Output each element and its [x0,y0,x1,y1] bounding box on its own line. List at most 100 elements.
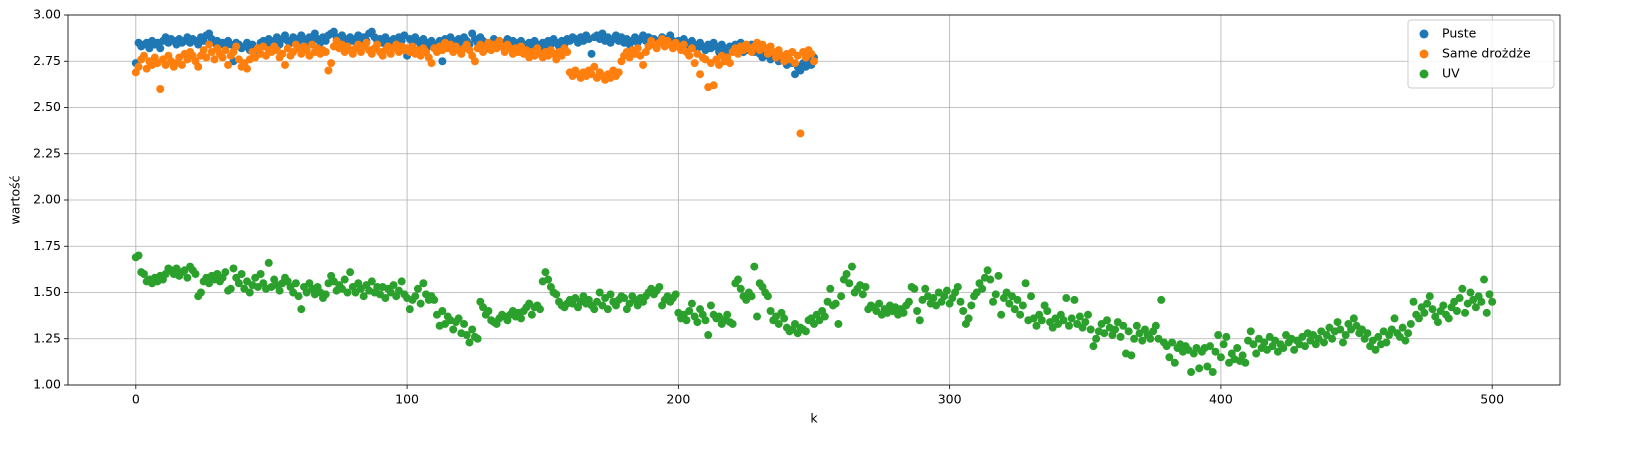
point [468,325,477,334]
x-tick-label: 100 [395,392,419,407]
point [1067,314,1076,323]
point [1132,321,1141,330]
point [1092,334,1101,343]
point [156,44,165,53]
point [462,331,471,340]
point [861,282,870,291]
point [1338,338,1347,347]
point [845,279,854,288]
point [590,62,599,71]
point [763,292,772,301]
point [278,49,287,58]
point [1037,316,1046,325]
point [1249,340,1258,349]
point [847,262,856,271]
point [614,68,623,77]
point [346,268,355,277]
x-tick-label: 500 [1480,392,1504,407]
point [1138,336,1147,345]
point [139,51,148,60]
point [1433,318,1442,327]
point [801,327,810,336]
point [1428,305,1437,314]
point [1246,327,1255,336]
point [1260,338,1269,347]
point [603,305,612,314]
point [1127,351,1136,360]
point [687,44,696,53]
point [291,279,300,288]
point [701,316,710,325]
point [1032,321,1041,330]
point [1328,334,1337,343]
point [1070,295,1079,304]
point [831,299,840,308]
point [294,292,303,301]
point [196,288,205,297]
point [563,48,572,56]
point [826,284,835,293]
point [552,290,561,299]
point [362,38,371,47]
point [470,57,479,66]
point [397,277,406,286]
point [1390,314,1399,323]
point [1374,332,1383,341]
point [1301,342,1310,351]
point [1279,344,1288,352]
point [750,262,759,271]
point [544,275,553,284]
point [1319,338,1328,347]
point [1214,331,1223,340]
point [191,270,200,278]
point [1086,325,1095,334]
y-tick-label: 1.25 [33,330,61,345]
point [929,294,938,303]
point [1195,364,1204,373]
point [978,284,987,293]
point [704,331,713,340]
point [910,284,919,293]
point [1477,297,1486,306]
point [527,310,536,319]
point [728,319,737,328]
point [687,299,696,308]
point [753,312,762,321]
point [1170,358,1179,367]
point [736,284,745,293]
point [1013,295,1022,304]
point [275,286,284,295]
point [994,271,1003,280]
point [1458,284,1467,293]
point [243,64,252,73]
points [131,27,1497,377]
point [734,275,743,284]
point [1211,347,1220,356]
point [438,57,447,66]
point [1333,318,1342,327]
point [997,310,1006,319]
point [921,284,930,293]
point [685,307,694,315]
point [899,308,908,317]
point [327,59,336,68]
legend-label: UV [1442,66,1460,81]
point [639,60,648,69]
point [725,59,734,68]
point [723,310,732,319]
point [1461,308,1470,317]
point [1018,301,1027,310]
point [774,319,783,328]
point [427,59,436,68]
point [134,62,143,71]
point [1371,345,1380,354]
point [484,307,493,315]
point [1444,314,1453,323]
point [226,284,235,293]
point [1146,334,1155,343]
point [1111,325,1120,334]
point [679,40,688,49]
point [587,49,596,58]
point [517,314,526,323]
point [1165,353,1174,362]
